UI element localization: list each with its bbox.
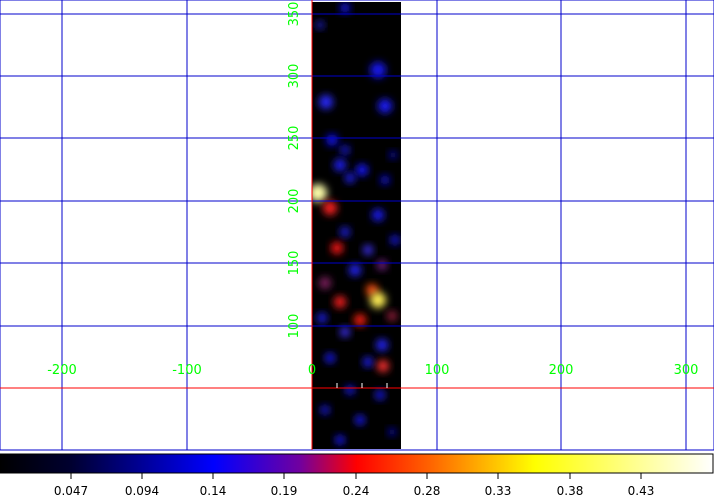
y-tick-label: 350 [287, 2, 302, 27]
coordinate-grid [0, 0, 714, 451]
source-blob [388, 428, 396, 436]
source-blob [372, 209, 384, 221]
source-blob [389, 151, 397, 159]
source-blob [349, 264, 361, 276]
x-axis-labels: -200 -100 0 100 200 300 [47, 363, 698, 378]
source-blob [323, 201, 337, 215]
source-blob [331, 242, 343, 254]
source-blob [326, 134, 338, 146]
source-blob [370, 62, 386, 78]
colorbar-tick-label: 0.28 [414, 484, 441, 498]
source-blob [380, 175, 390, 185]
colorbar-labels: 0.047 0.094 0.14 0.19 0.24 0.28 0.33 0.3… [54, 484, 655, 498]
source-blob [355, 415, 365, 425]
y-tick-label: 200 [287, 189, 302, 214]
source-blob [375, 390, 385, 400]
y-axis-labels: 100 150 200 250 300 350 [287, 2, 302, 339]
source-blobs [312, 3, 400, 445]
x-axis-minor-ticks [336, 383, 388, 388]
x-tick-label: 0 [308, 363, 316, 378]
source-blob [319, 277, 331, 289]
colorbar-tick-label: 0.14 [200, 484, 227, 498]
source-blob [317, 313, 327, 323]
colorbar-tick-label: 0.24 [343, 484, 370, 498]
source-blob [319, 95, 333, 109]
image-strip [312, 2, 401, 449]
source-blob [325, 353, 335, 363]
x-tick-label: 200 [549, 363, 574, 378]
x-tick-label: -100 [172, 363, 202, 378]
x-tick-label: 300 [674, 363, 699, 378]
y-tick-label: 150 [287, 251, 302, 276]
source-blob [312, 184, 327, 202]
y-tick-label: 250 [287, 126, 302, 151]
source-blob [363, 357, 373, 367]
x-tick-label: 100 [425, 363, 450, 378]
colorbar-tick-label: 0.38 [557, 484, 584, 498]
source-blob [340, 327, 350, 337]
source-blob [370, 292, 386, 308]
source-blob [345, 385, 355, 395]
x-tick-label: -200 [47, 363, 77, 378]
y-tick-label: 100 [287, 314, 302, 339]
source-blob [363, 245, 373, 255]
source-blob [377, 360, 389, 372]
colorbar-tick-label: 0.19 [271, 484, 298, 498]
source-blob [334, 159, 346, 171]
source-blob [354, 314, 366, 326]
colorbar-tick-label: 0.094 [125, 484, 159, 498]
colorbar-tick-label: 0.43 [628, 484, 655, 498]
source-blob [356, 164, 368, 176]
source-blob [340, 3, 350, 13]
colorbar-tick-label: 0.047 [54, 484, 88, 498]
source-blob [345, 173, 355, 183]
colorbar-ticks [70, 473, 642, 479]
colorbar-tick-label: 0.33 [485, 484, 512, 498]
source-blob [340, 145, 350, 155]
source-blob [316, 21, 324, 29]
source-blob [378, 99, 392, 113]
source-blob [335, 435, 345, 445]
source-blob [390, 235, 400, 245]
y-tick-label: 300 [287, 64, 302, 89]
colorbar [0, 453, 714, 474]
source-blob [334, 296, 346, 308]
source-blob [340, 227, 350, 237]
source-blob [377, 260, 387, 270]
source-blob [376, 339, 388, 351]
source-blob [320, 405, 330, 415]
source-blob [387, 311, 397, 321]
